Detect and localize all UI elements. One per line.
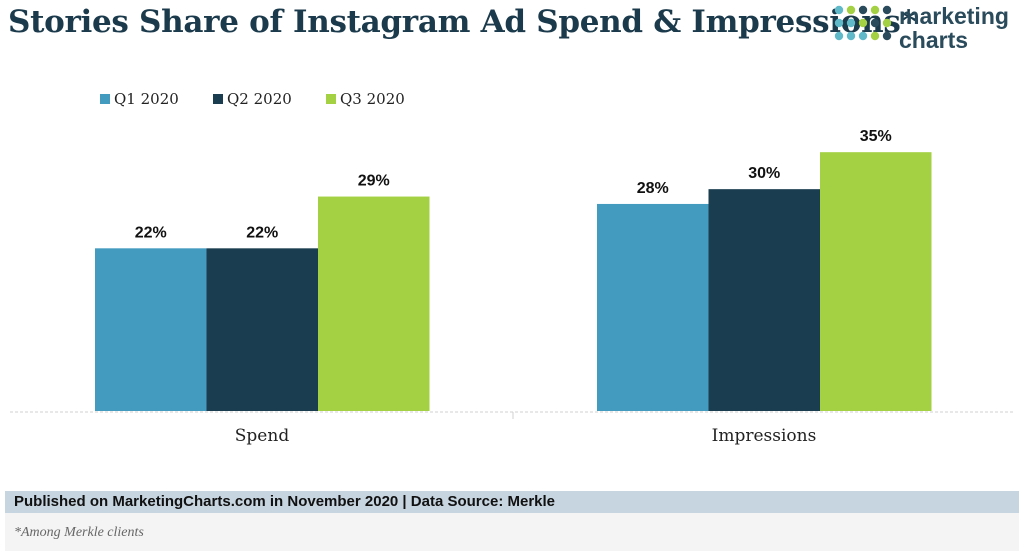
logo-text-line2: charts [899, 27, 969, 53]
logo-dot [882, 18, 892, 28]
logo-dot [858, 31, 868, 41]
footer-published-bar: Published on MarketingCharts.com in Nove… [5, 491, 1019, 513]
legend-label: Q3 2020 [340, 90, 405, 108]
data-label: 35% [860, 128, 892, 145]
logo-dot [858, 18, 868, 28]
legend-swatch [213, 94, 223, 104]
bar-q2-2020-spend [206, 248, 318, 411]
logo-dot [870, 31, 880, 41]
data-label: 28% [637, 180, 669, 197]
data-label: 22% [246, 224, 278, 241]
logo-dot [834, 31, 844, 41]
logo-dot [882, 5, 892, 15]
data-label: 30% [748, 165, 780, 182]
bar-q3-2020-spend [318, 196, 430, 411]
data-label: 29% [358, 173, 390, 190]
logo-dot [834, 5, 844, 15]
data-label: 22% [135, 224, 167, 241]
marketingcharts-logo: marketing charts [833, 4, 1023, 54]
bar-q3-2020-impressions [820, 152, 932, 411]
bar-q1-2020-impressions [597, 203, 709, 411]
category-label-impressions: Impressions [712, 426, 817, 446]
footer-note-text: *Among Merkle clients [14, 525, 144, 540]
logo-dot [870, 18, 880, 28]
logo-dot [846, 5, 856, 15]
bar-chart: 22% 22% 29% Spend 28% 30% 35% Impressions Q1 202… [10, 90, 1014, 446]
logo-dot [870, 5, 880, 15]
logo-dot [858, 5, 868, 15]
footer-note-area: *Among Merkle clients [5, 513, 1019, 551]
legend-label: Q2 2020 [227, 90, 292, 108]
legend-swatch [100, 94, 110, 104]
logo-text-line1: marketing [899, 3, 1009, 29]
bar-q2-2020-impressions [708, 189, 820, 411]
legend-label: Q1 2020 [114, 90, 179, 108]
footer-published-text: Published on MarketingCharts.com in Nove… [14, 493, 556, 510]
logo-dot [846, 18, 856, 28]
logo-dot [882, 31, 892, 41]
category-label-spend: Spend [235, 426, 290, 446]
chart-title: Stories Share of Instagram Ad Spend & Im… [8, 4, 917, 40]
legend-swatch [326, 94, 336, 104]
logo-dot [846, 31, 856, 41]
bar-q1-2020-spend [95, 248, 207, 411]
logo-dot [834, 18, 844, 28]
logo-dots-icon [834, 5, 892, 41]
